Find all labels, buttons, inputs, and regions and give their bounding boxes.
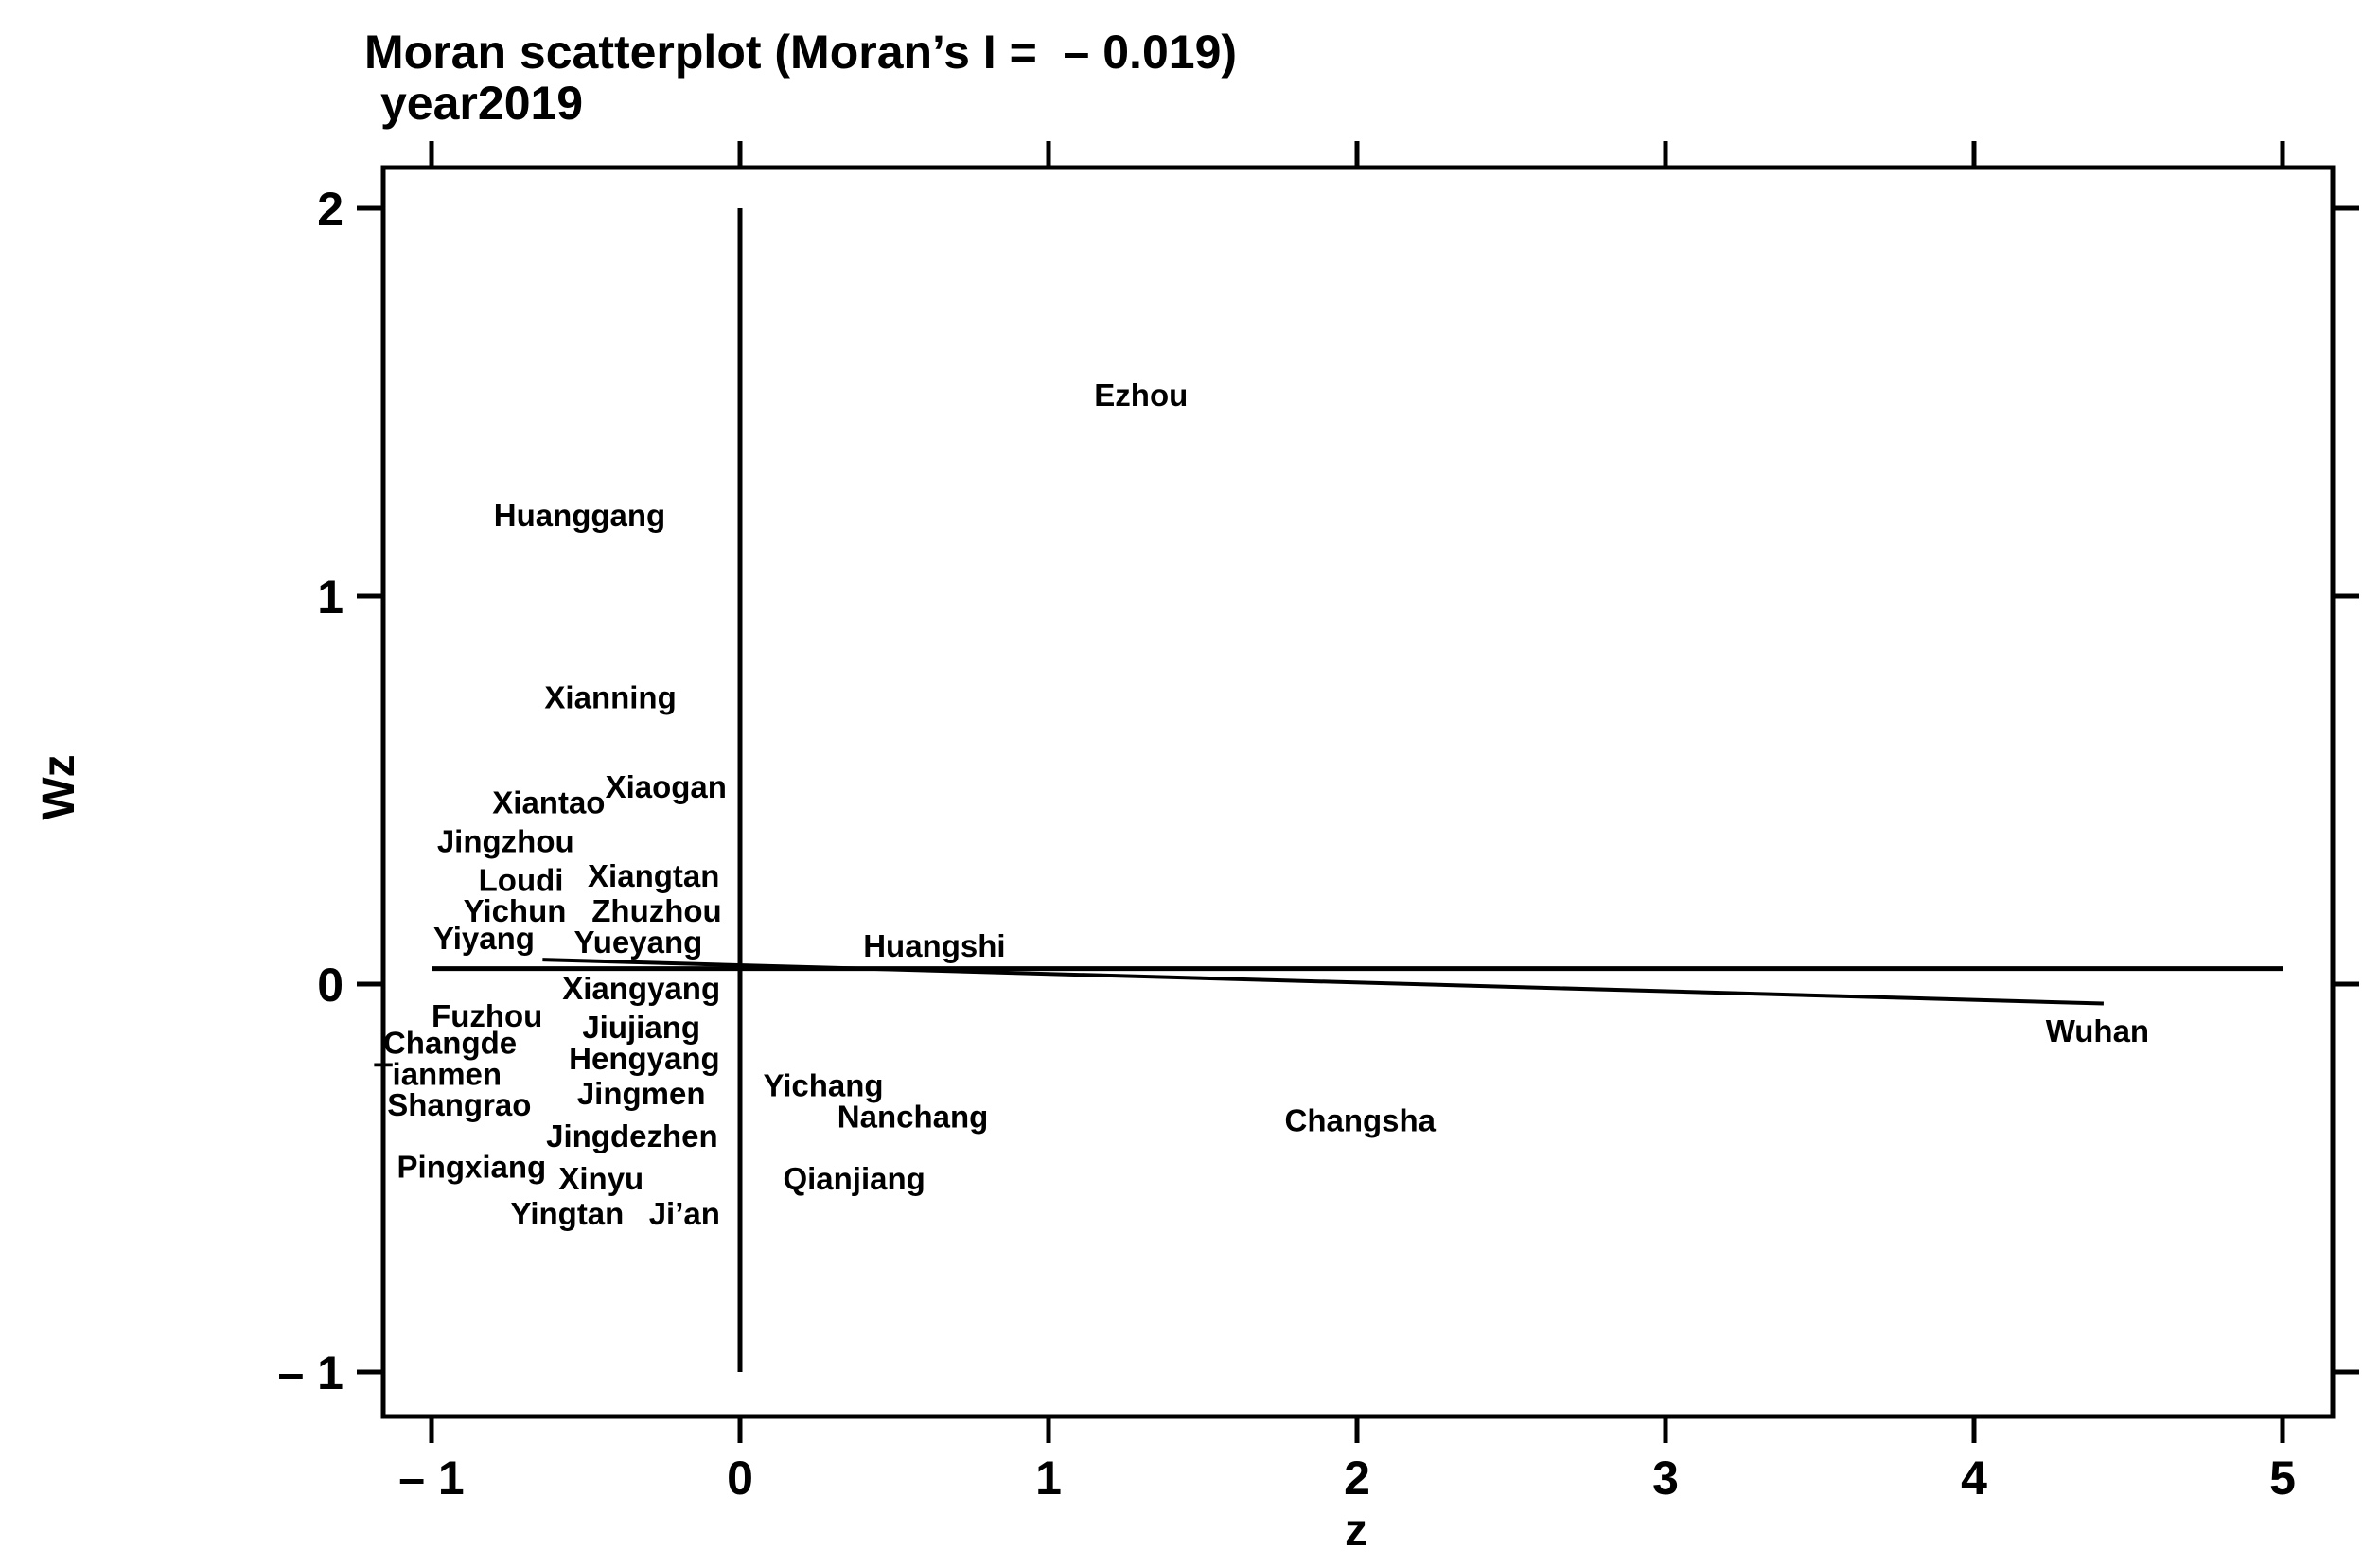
point-label-yueyang: Yueyang — [574, 924, 703, 960]
x-axis-label: z — [1345, 1505, 1367, 1556]
point-label-zhuzhou: Zhuzhou — [591, 893, 721, 928]
point-label-xiangyang: Xiangyang — [562, 971, 720, 1006]
point-label-tianmen: Tianmen — [374, 1056, 502, 1091]
point-label-qianjiang: Qianjiang — [783, 1161, 925, 1196]
x-tick-label: 5 — [2269, 1452, 2296, 1505]
y-tick-label: 2 — [317, 183, 344, 236]
point-label-shangrao: Shangrao — [387, 1087, 531, 1122]
point-label-jian: Ji’an — [649, 1196, 720, 1231]
point-label-xinyu: Xinyu — [558, 1161, 643, 1196]
point-label-yichang: Yichang — [763, 1068, 883, 1103]
chart-title: Moran scatterplot (Moran’s I = – 0.019) — [364, 26, 1238, 79]
point-label-changsha: Changsha — [1284, 1103, 1436, 1138]
x-tick-label: – 1 — [398, 1452, 465, 1505]
point-label-yiyang: Yiyang — [433, 921, 535, 956]
point-label-loudi: Loudi — [479, 862, 564, 897]
point-label-jingmen: Jingmen — [577, 1076, 706, 1111]
point-label-xianning: Xianning — [544, 680, 676, 715]
point-label-yichun: Yichun — [464, 893, 567, 928]
y-tick-label: 1 — [317, 571, 344, 624]
point-label-yingtan: Yingtan — [511, 1196, 625, 1231]
point-label-jiujiang: Jiujiang — [582, 1010, 700, 1045]
point-label-jingzhou: Jingzhou — [437, 823, 574, 858]
point-label-fuzhou: Fuzhou — [432, 998, 542, 1033]
y-tick-label: – 1 — [277, 1347, 344, 1400]
x-tick-label: 1 — [1035, 1452, 1062, 1505]
point-label-nanchang: Nanchang — [837, 1099, 989, 1134]
point-label-huangshi: Huangshi — [863, 928, 1005, 963]
point-label-xiaogan: Xiaogan — [606, 769, 727, 804]
point-label-ezhou: Ezhou — [1094, 378, 1188, 413]
point-label-jingdezhen: Jingdezhen — [546, 1118, 718, 1153]
x-tick-label: 0 — [727, 1452, 753, 1505]
point-label-xiantao: Xiantao — [492, 784, 605, 819]
point-label-hengyang: Hengyang — [569, 1041, 720, 1076]
point-label-pingxiang: Pingxiang — [397, 1150, 547, 1185]
x-tick-label: 3 — [1652, 1452, 1679, 1505]
regression-fit-line — [542, 958, 2104, 1006]
point-label-huanggang: Huanggang — [494, 498, 665, 533]
point-label-xiangtan: Xiangtan — [588, 858, 719, 893]
point-label-changde: Changde — [383, 1026, 517, 1061]
x-tick-label: 2 — [1344, 1452, 1370, 1505]
point-label-wuhan: Wuhan — [2046, 1013, 2149, 1048]
x-tick-label: 4 — [1961, 1452, 1987, 1505]
y-tick-label: 0 — [317, 959, 344, 1012]
chart-subtitle: year2019 — [380, 77, 584, 130]
y-axis-label: Wz — [34, 754, 84, 819]
